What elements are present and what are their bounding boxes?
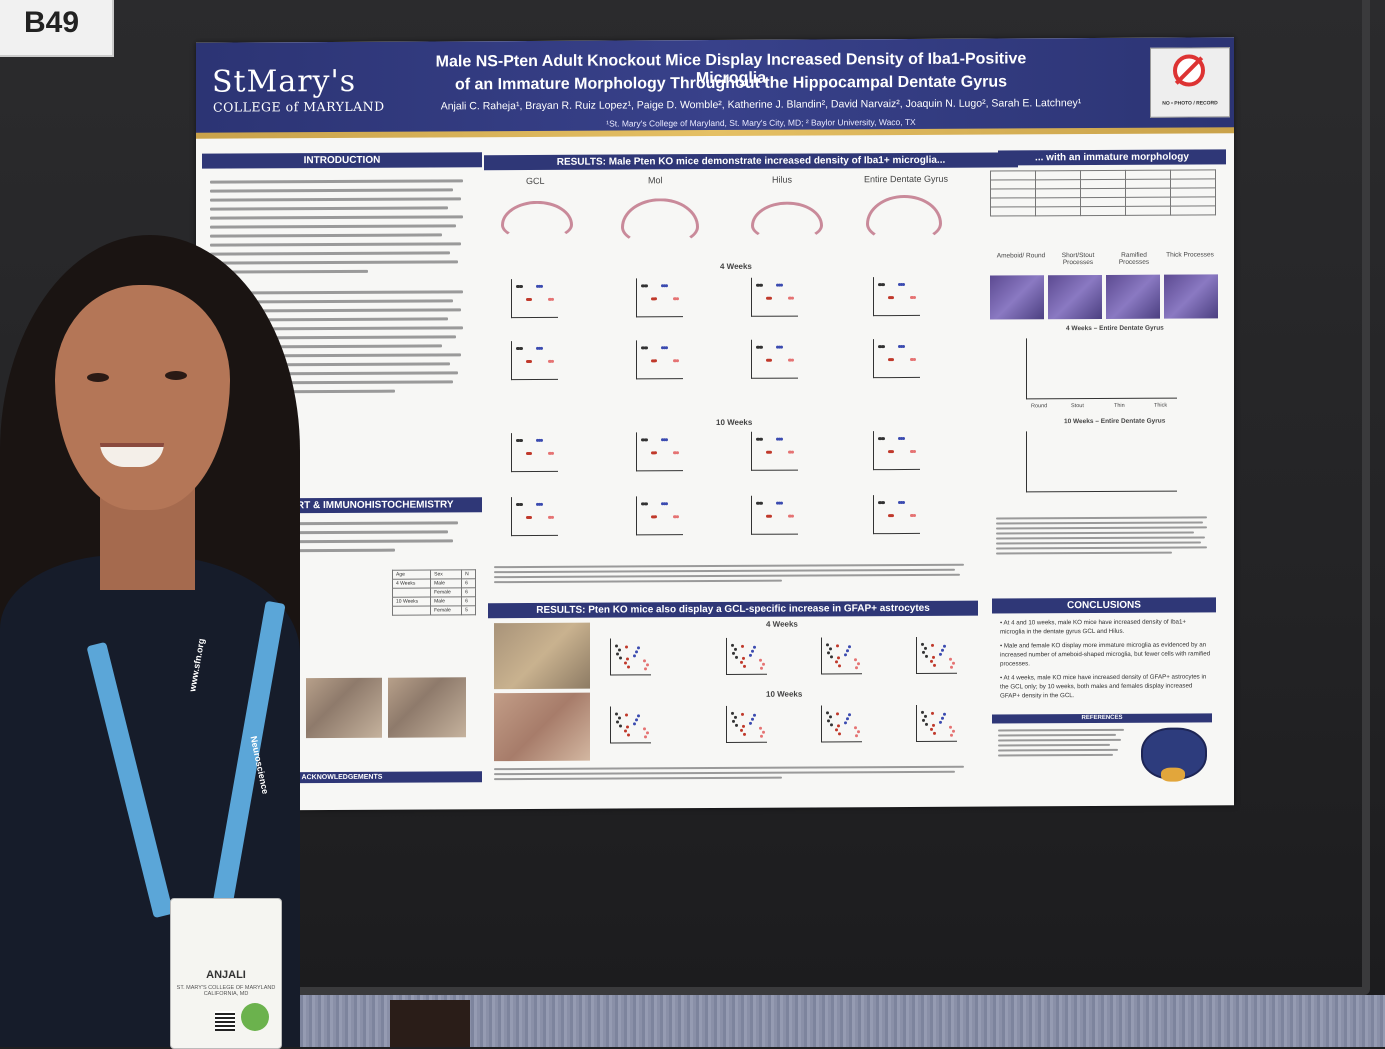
iba1-chart-1-3 (873, 338, 920, 379)
poster-authors: Anjali C. Raheja¹, Brayan R. Ruiz Lopez¹… (440, 97, 1082, 113)
iba1-chart-2-2 (751, 431, 798, 471)
badge-seal-icon (241, 1003, 269, 1031)
introduction-heading: INTRODUCTION (202, 152, 482, 169)
region-label-entire: Entire Dentate Gyrus (864, 173, 949, 185)
morph-x-round-f: Round (1031, 403, 1048, 410)
iba1-chart-2-1 (636, 432, 683, 472)
gfap-chart-1-3 (916, 704, 957, 742)
conclusion-3: At 4 weeks, male KO mice have increased … (1000, 673, 1207, 700)
figure2-caption (494, 561, 974, 587)
iba1-chart-1-0 (511, 340, 558, 381)
iba1-chart-0-2 (751, 277, 798, 317)
morph-image-d (1106, 274, 1160, 319)
no-photo-sign: NO • PHOTO / RECORD (1150, 47, 1230, 118)
morph-x-thick-f: Thick (1154, 402, 1168, 409)
morph-label-ameboid: Ameboid/ Round (996, 252, 1046, 260)
booth-number-tag: B49 (0, 0, 114, 57)
morph-image-e (1164, 274, 1218, 319)
badge-organization: ST. MARY'S COLLEGE OF MARYLAND CALIFORNI… (176, 985, 276, 997)
iba1-chart-0-1 (636, 278, 683, 318)
region-diagram-gcl (501, 200, 573, 242)
morph-label-stout: Short/Stout Processes (1061, 252, 1095, 267)
cohort-table: Age Sex N 4 Weeks Male 6 Female 6 10 Weeks Mal… (392, 569, 476, 616)
poster-title-line2: of an Immature Morphology Throughout the… (454, 73, 1008, 94)
iba1-chart-1-1 (636, 340, 683, 380)
morph-image-b (990, 275, 1044, 320)
iba1-chart-1-2 (751, 339, 798, 379)
person-face (55, 285, 230, 510)
morph-x-stout-f: Stout (1071, 403, 1084, 410)
conclusion-1: At 4 and 10 weeks, male KO mice have inc… (1000, 618, 1187, 636)
gfap-chart-0-1 (726, 637, 767, 675)
region-diagram-mol (621, 198, 699, 247)
results2-heading: RESULTS: Pten KO mice also display a GCL… (488, 600, 978, 619)
region-label-hilus: Hilus (772, 174, 793, 185)
gfap-chart-1-1 (726, 705, 767, 743)
timepoint-4-weeks: 4 Weeks (720, 261, 752, 271)
booth-number: B49 (24, 6, 80, 39)
gfap-image-b (494, 692, 590, 762)
morph-chart-f (1026, 337, 1177, 400)
results1-heading: RESULTS: Male Pten KO mice demonstrate i… (484, 152, 1018, 171)
figure4-caption (494, 763, 974, 784)
figure3-caption (996, 513, 1216, 557)
college-logo-subtitle: COLLEGE of MARYLAND (213, 98, 385, 115)
iba1-chart-3-0 (511, 496, 558, 537)
region-diagram-entire (866, 194, 942, 244)
gfap-chart-1-0 (610, 706, 651, 744)
iba1-chart-0-3 (873, 276, 920, 317)
morph-image-c (1048, 274, 1102, 320)
results1b-heading: ... with an immature morphology (998, 149, 1226, 166)
gfap-10-weeks: 10 Weeks (766, 689, 803, 699)
gfap-chart-0-3 (916, 636, 957, 674)
gfap-chart-1-2 (821, 705, 862, 743)
timepoint-10-weeks: 10 Weeks (716, 417, 753, 427)
person-legs (390, 1000, 470, 1047)
references-heading: REFERENCES (992, 713, 1212, 724)
conclusions-list: • At 4 and 10 weeks, male KO mice have i… (1000, 618, 1211, 700)
gfap-chart-0-0 (610, 638, 651, 676)
iba1-chart-3-1 (636, 496, 683, 536)
left-eye (87, 373, 109, 382)
board-frame (0, 0, 1370, 995)
morph-chart-g (1026, 430, 1177, 493)
region-label-mol: Mol (648, 175, 663, 186)
gfap-chart-0-2 (821, 637, 862, 675)
iba1-chart-2-3 (873, 430, 920, 471)
gfap-image-a (494, 622, 590, 690)
badge-name: ANJALI (206, 969, 246, 981)
morphology-criteria-table (990, 169, 1216, 217)
morph-chart-g-title: 10 Weeks – Entire Dentate Gyrus (1064, 417, 1166, 426)
conclusions-heading: CONCLUSIONS (992, 597, 1216, 614)
ihc-image-b (306, 677, 382, 739)
morph-label-thick: Thick Processes (1166, 251, 1214, 259)
poster-affiliations: ¹St. Mary's College of Maryland, St. Mar… (606, 116, 916, 129)
conclusion-2: Male and female KO display more immature… (1000, 641, 1211, 668)
iba1-chart-3-2 (751, 495, 798, 535)
iba1-chart-3-3 (873, 494, 920, 535)
morph-chart-f-title: 4 Weeks – Entire Dentate Gyrus (1066, 324, 1164, 333)
region-diagram-hilus (751, 201, 823, 242)
morph-x-thin-f: Thin (1114, 402, 1125, 409)
iba1-chart-2-0 (511, 432, 558, 473)
badge-qr-code (215, 1011, 235, 1031)
gfap-4-weeks: 4 Weeks (766, 619, 798, 629)
right-eye (165, 371, 187, 380)
college-logo: StMary's (212, 63, 357, 100)
research-poster: StMary's COLLEGE of MARYLAND Male NS-Pte… (196, 37, 1234, 811)
iba1-chart-0-0 (511, 278, 558, 319)
ihc-image-c (388, 677, 466, 738)
poster-banner: StMary's COLLEGE of MARYLAND Male NS-Pte… (196, 37, 1234, 135)
region-label-gcl: GCL (526, 175, 545, 186)
references-list (998, 726, 1138, 760)
name-badge: ANJALI ST. MARY'S COLLEGE OF MARYLAND CA… (170, 898, 282, 1049)
morph-label-ramified: Ramified Processes (1118, 251, 1150, 266)
